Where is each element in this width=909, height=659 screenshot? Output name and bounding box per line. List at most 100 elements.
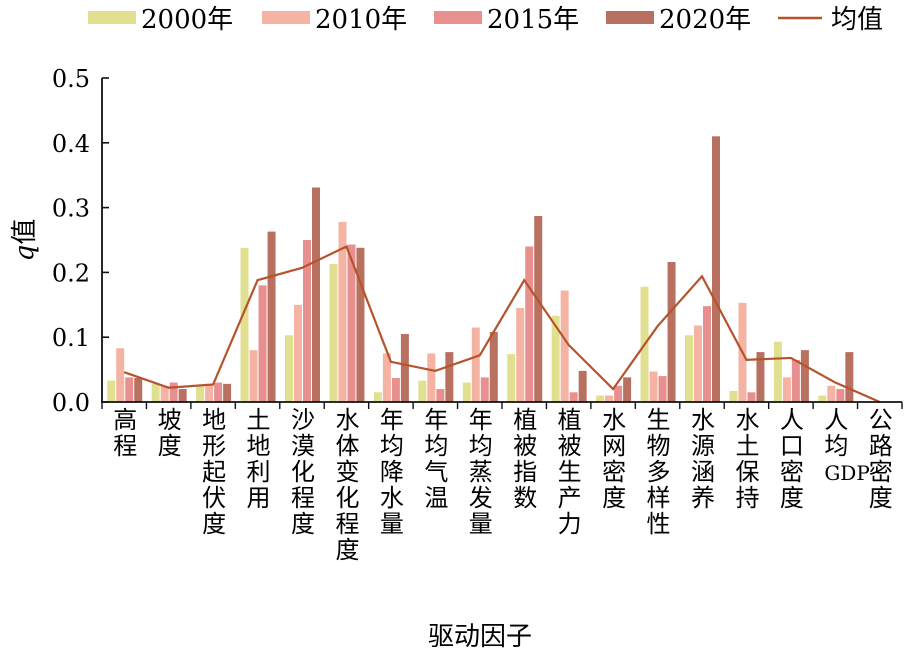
x-tick-label-char: 降 xyxy=(380,458,404,486)
x-tick-label-char: 量 xyxy=(469,510,493,538)
y-axis-title: q值 xyxy=(10,219,40,262)
x-tick-label-char: 保 xyxy=(735,458,759,486)
legend-swatch-2000年 xyxy=(88,11,136,24)
bar-2020年-年均降水量 xyxy=(400,333,409,402)
bar-2010年-地形起伏度 xyxy=(205,383,214,402)
x-tick-label-char: 密 xyxy=(602,458,626,486)
x-tick-label-char: 路 xyxy=(869,432,893,460)
x-tick-label: 沙漠化程度 xyxy=(291,406,315,538)
x-tick-label-char: 地 xyxy=(247,432,271,460)
bar-2010年-生物多样性 xyxy=(649,371,658,402)
bar-2015年-水体变化程度 xyxy=(347,244,356,402)
bar-2000年-人均GDP xyxy=(818,395,827,402)
x-tick-label-char: 年 xyxy=(469,406,493,434)
x-tick-label-char: 水 xyxy=(380,484,404,512)
bar-2015年-年均降水量 xyxy=(391,378,400,402)
x-tick-label-char: 植 xyxy=(558,406,582,434)
x-tick-label-char: 沙 xyxy=(291,406,315,434)
bar-2020年-水体变化程度 xyxy=(356,247,365,402)
x-tick-label-char: 化 xyxy=(335,484,359,512)
legend-swatch-2015年 xyxy=(434,11,482,24)
legend-label-2015年: 2015年 xyxy=(487,5,579,35)
x-tick-label-char: 水 xyxy=(691,406,715,434)
x-tick-label: 水土保持 xyxy=(735,406,759,512)
x-tick-label-char: 公 xyxy=(869,406,893,434)
x-tick-label-char: 发 xyxy=(469,484,493,512)
x-tick-label-char: 性 xyxy=(647,510,671,538)
x-tick-label: 年均降水量 xyxy=(380,406,404,538)
x-tick-label: 植被生产力 xyxy=(558,406,582,538)
x-tick-label-char: 变 xyxy=(335,458,359,486)
x-tick-label-char: 持 xyxy=(735,484,759,512)
x-tick-label-char: 蒸 xyxy=(469,458,493,486)
bar-2010年-人口密度 xyxy=(782,377,791,402)
x-tick-label-char: 口 xyxy=(780,432,804,460)
y-tick-label: 0.3 xyxy=(52,195,90,223)
x-tick-label-char: 数 xyxy=(513,484,537,512)
x-tick-label-char: 伏 xyxy=(202,484,226,512)
x-tick-label-char: 均 xyxy=(824,432,848,460)
axis-labels: 0.00.10.20.30.40.5高程坡度地形起伏度土地利用沙漠化程度水体变化… xyxy=(10,65,893,652)
bar-2015年-沙漠化程度 xyxy=(303,240,311,402)
bar-2000年-年均蒸发量 xyxy=(462,382,471,402)
x-tick-label-char: 体 xyxy=(335,432,359,460)
bar-2000年-坡度 xyxy=(151,383,160,402)
bar-2020年-坡度 xyxy=(178,389,187,402)
bar-2010年-植被指数 xyxy=(516,308,525,402)
x-tick-label-char: GDP xyxy=(824,461,869,485)
bar-2000年-植被生产力 xyxy=(551,315,560,402)
bar-2015年-年均气温 xyxy=(436,389,445,402)
x-tick-label-char: 温 xyxy=(424,484,448,512)
x-tick-label-char: 水 xyxy=(335,406,359,434)
bar-2015年-植被指数 xyxy=(525,246,534,402)
y-axis-title-rest: 值 xyxy=(10,219,40,245)
bar-2000年-地形起伏度 xyxy=(196,385,205,402)
y-tick-label: 0.5 xyxy=(52,65,90,93)
x-tick-label-char: 养 xyxy=(691,484,715,512)
x-tick-label: 高程 xyxy=(113,406,137,460)
x-tick-label: 植被指数 xyxy=(513,406,537,512)
x-tick-label-char: 度 xyxy=(780,484,804,512)
x-tick-label-char: 人 xyxy=(824,406,848,434)
x-tick-label-char: 均 xyxy=(469,432,493,460)
x-tick-label: 人口密度 xyxy=(780,406,804,512)
x-tick-label-char: 年 xyxy=(424,406,448,434)
x-tick-label-char: 力 xyxy=(558,510,582,538)
x-tick-label-char: 土 xyxy=(735,432,759,460)
x-axis-title: 驱动因子 xyxy=(428,622,532,652)
bar-2000年-年均降水量 xyxy=(373,392,382,402)
bar-2015年-生物多样性 xyxy=(658,376,667,402)
x-tick-label-char: 网 xyxy=(602,432,626,460)
x-tick-label: 人均 GDP xyxy=(824,406,869,485)
x-tick-label-char: 量 xyxy=(380,510,404,538)
bar-2020年-植被生产力 xyxy=(578,370,587,402)
bar-2015年-人均GDP xyxy=(836,389,845,402)
x-tick-label-char: 用 xyxy=(247,484,271,512)
x-tick-label: 土地利用 xyxy=(247,406,271,512)
bar-2010年-年均降水量 xyxy=(382,353,391,402)
bar-2015年-高程 xyxy=(125,377,134,402)
bar-2020年-土地利用 xyxy=(267,231,276,402)
x-tick-label-char: 形 xyxy=(202,432,226,460)
axes xyxy=(101,77,903,409)
x-tick-label-char: 生 xyxy=(558,458,582,486)
x-tick-label-char: 利 xyxy=(247,458,271,486)
bar-2020年-水源涵养 xyxy=(712,136,720,402)
bar-2010年-人均GDP xyxy=(827,385,836,402)
x-tick-label-char: 生 xyxy=(647,406,671,434)
x-tick-label-char: 地 xyxy=(202,406,226,434)
bar-2015年-水源涵养 xyxy=(703,306,711,402)
x-tick-label-char: 化 xyxy=(291,458,315,486)
bar-2020年-年均蒸发量 xyxy=(489,332,498,402)
bar-2020年-水网密度 xyxy=(623,377,632,402)
bar-2015年-地形起伏度 xyxy=(214,382,223,402)
bar-2015年-人口密度 xyxy=(791,359,800,402)
x-tick-label-char: 涵 xyxy=(691,458,715,486)
x-tick-label-char: 程 xyxy=(113,432,137,460)
x-tick-label-char: 度 xyxy=(869,484,893,512)
bar-2015年-水土保持 xyxy=(747,392,756,402)
bar-2000年-水体变化程度 xyxy=(329,263,338,402)
x-tick-label: 生物多样性 xyxy=(647,406,671,538)
bar-2020年-人口密度 xyxy=(800,350,809,402)
bar-2010年-高程 xyxy=(116,348,125,402)
